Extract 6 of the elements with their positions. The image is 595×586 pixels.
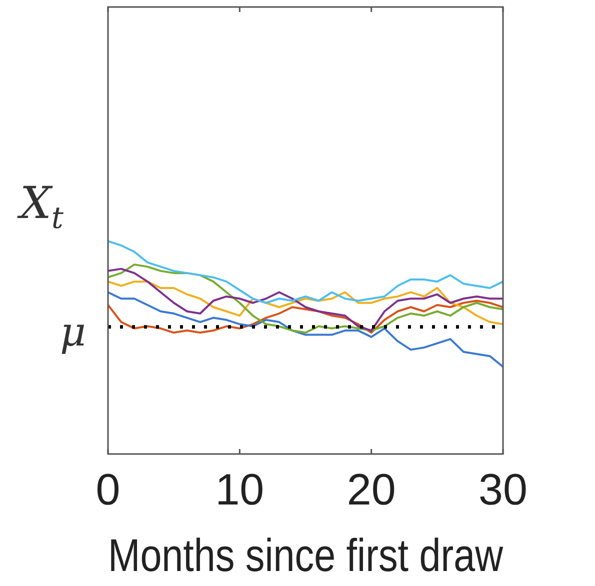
x-tick-label: 0 (96, 466, 120, 515)
x-axis-title: Months since first draw (108, 530, 504, 581)
x-tick-label: 30 (478, 466, 528, 515)
x-tick-label: 10 (215, 466, 264, 515)
ref-line-label: μ (60, 309, 86, 356)
x-tick-label: 20 (346, 466, 396, 515)
